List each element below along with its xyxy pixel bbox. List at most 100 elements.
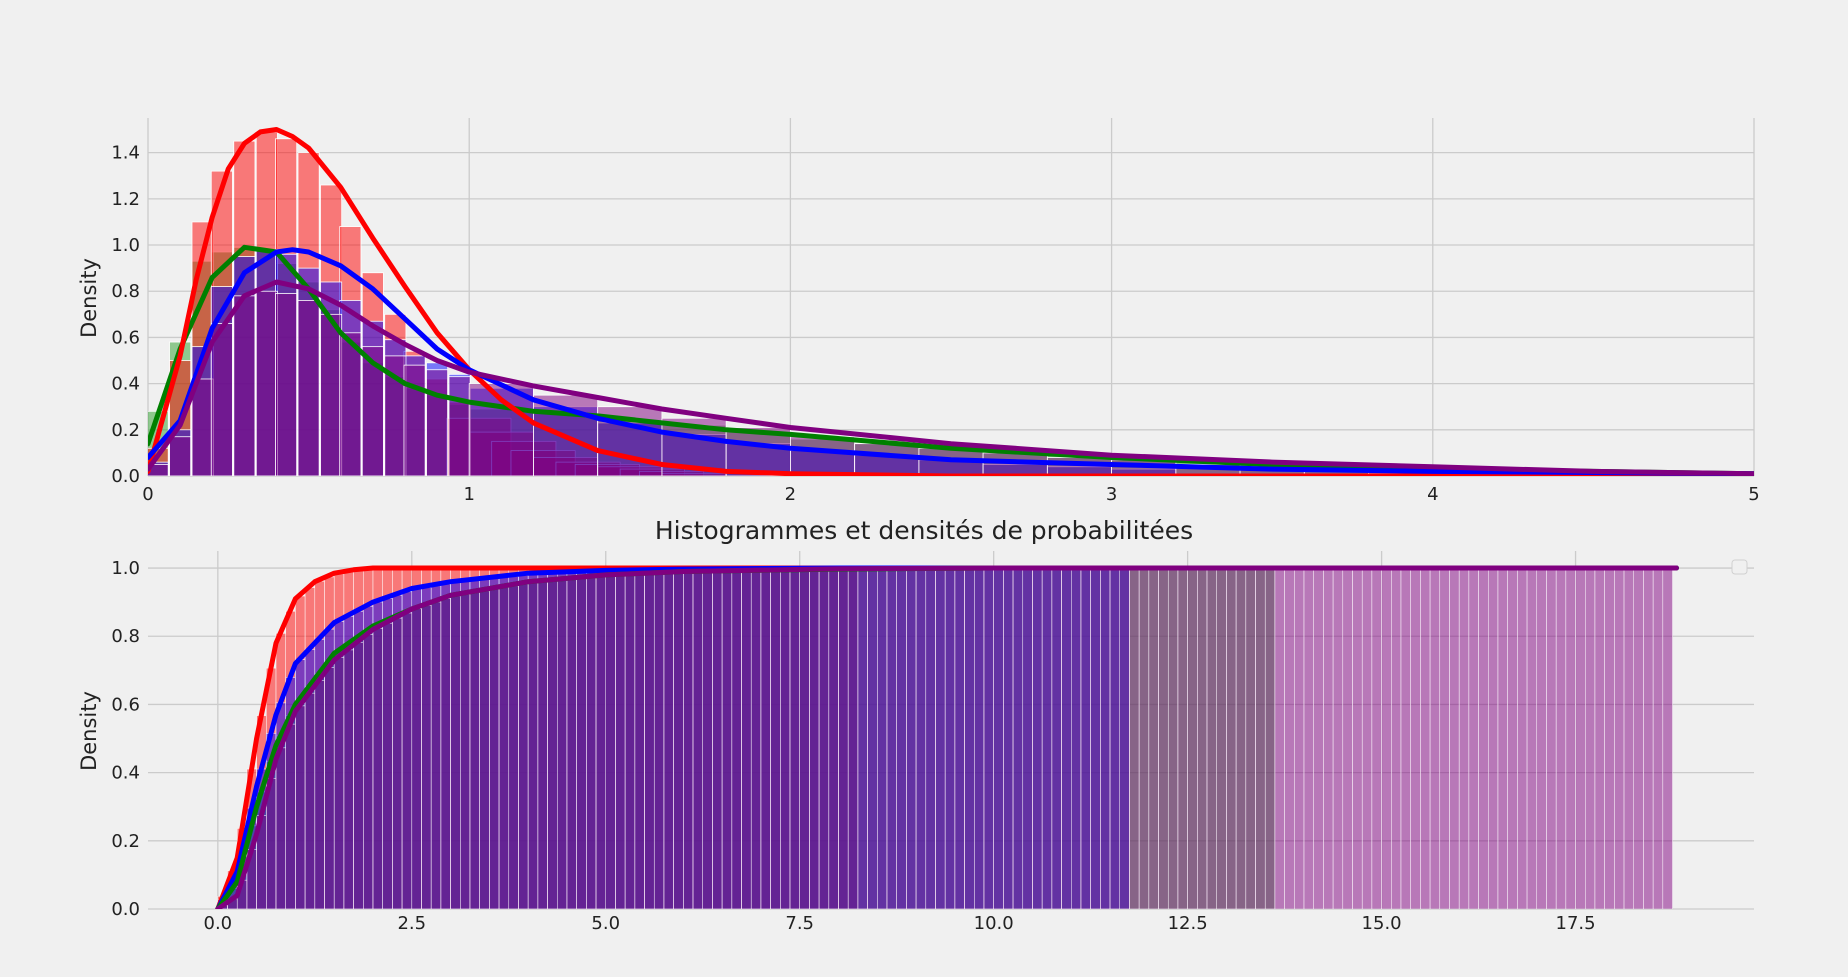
histogram-bar — [1264, 569, 1276, 909]
histogram-bar — [634, 574, 645, 909]
histogram-bar — [1458, 569, 1470, 909]
histogram-bar — [867, 570, 878, 909]
histogram-bar — [1546, 569, 1557, 909]
density-curve — [148, 127, 1754, 476]
histogram-bar — [1526, 569, 1538, 909]
histogram-bar — [1507, 569, 1518, 909]
histogram-bar — [275, 747, 286, 909]
histogram-bar — [1555, 569, 1567, 909]
histogram-bar — [557, 580, 568, 909]
histogram-bar — [857, 570, 868, 909]
y-tick-label: 0.8 — [111, 626, 140, 647]
histogram-bar — [1041, 569, 1053, 909]
histogram-bar — [1497, 569, 1508, 909]
histogram-bar — [479, 590, 490, 909]
y-tick-label: 0.6 — [111, 694, 140, 715]
histogram-bar — [1517, 569, 1528, 909]
x-tick-label: 2.5 — [397, 913, 426, 934]
histogram-bar — [1284, 569, 1295, 909]
histogram-bar — [169, 436, 192, 476]
histogram-bar — [935, 569, 946, 909]
histogram-bar — [605, 576, 616, 909]
histogram-bar — [877, 569, 888, 909]
histogram-bar — [210, 323, 233, 476]
histogram-bar — [780, 571, 791, 909]
histogram-bar — [295, 705, 306, 909]
histogram-bar — [469, 592, 480, 909]
histogram-bar — [1046, 457, 1112, 476]
histogram-bar — [372, 628, 383, 909]
y-tick-label: 1.4 — [111, 143, 140, 164]
histogram-bar — [1080, 569, 1091, 909]
histogram-bar — [1652, 569, 1664, 909]
histogram-bar — [392, 617, 403, 909]
histogram-bar — [1594, 569, 1605, 909]
histogram-bar — [854, 443, 920, 476]
x-tick-label: 2 — [785, 484, 796, 505]
x-tick-label: 7.5 — [785, 913, 814, 934]
histogram-bar — [789, 570, 800, 909]
histogram-bar — [1187, 569, 1198, 909]
histogram-bar — [809, 570, 820, 909]
histogram-bar — [1206, 569, 1217, 909]
histogram-bar — [964, 569, 975, 909]
density-curve — [215, 565, 1679, 909]
x-tick-label: 12.5 — [1168, 913, 1208, 934]
x-tick-label: 17.5 — [1556, 913, 1596, 934]
histogram-bar — [275, 293, 298, 476]
histogram-bar — [576, 578, 587, 909]
histogram-bar — [1313, 569, 1324, 909]
plot-area — [148, 127, 1754, 476]
histogram-bar — [448, 376, 471, 476]
histogram-bar — [683, 572, 694, 909]
histogram-bar — [537, 581, 548, 909]
plot-area — [215, 565, 1679, 909]
histogram-bar — [886, 569, 897, 909]
histogram-bar — [1071, 569, 1082, 909]
histogram-bar — [1400, 569, 1411, 909]
histogram-bar — [692, 572, 703, 909]
histogram-bar — [1100, 569, 1111, 909]
histogram-bar — [615, 575, 626, 909]
histogram-bar — [993, 569, 1004, 909]
histogram-bar — [1167, 569, 1179, 909]
histogram-bar — [595, 576, 606, 909]
histogram-bar — [421, 605, 432, 909]
histogram-bar — [896, 569, 907, 909]
histogram-bar — [1604, 569, 1615, 909]
histogram-bar — [790, 436, 856, 476]
histogram-bar — [663, 573, 674, 909]
histogram-bar — [799, 570, 810, 909]
x-tick-label: 4 — [1427, 484, 1438, 505]
histogram-bar — [1536, 569, 1547, 909]
y-tick-label: 0.2 — [111, 831, 140, 852]
y-tick-label: 0.2 — [111, 420, 140, 441]
x-tick-label: 5 — [1748, 484, 1759, 505]
histogram-bar — [644, 574, 655, 909]
histogram-bar — [1381, 569, 1392, 909]
x-tick-label: 10.0 — [974, 913, 1014, 934]
histogram-bar — [361, 346, 384, 476]
density-curve — [148, 247, 1754, 476]
x-tick-label: 3 — [1106, 484, 1117, 505]
histogram-bar — [1197, 569, 1208, 909]
histogram-bar — [1003, 569, 1014, 909]
histogram-bar — [828, 570, 839, 909]
histogram-bar — [954, 569, 965, 909]
histogram-bar — [760, 571, 771, 909]
histogram-bar — [1468, 569, 1479, 909]
histogram-bar — [721, 572, 733, 909]
histogram-bar — [1585, 569, 1596, 909]
histogram-bar — [1420, 569, 1431, 909]
histogram-bar — [233, 295, 256, 476]
histogram-bar — [547, 580, 558, 909]
histogram-bar — [750, 571, 762, 909]
histogram-bar — [653, 573, 665, 909]
histogram-bar — [285, 723, 296, 909]
histogram-bar — [401, 612, 413, 909]
histogram-bar — [847, 570, 859, 909]
histogram-bar — [1439, 569, 1450, 909]
y-tick-label: 0.0 — [111, 899, 140, 920]
histogram-bar — [1226, 569, 1237, 909]
